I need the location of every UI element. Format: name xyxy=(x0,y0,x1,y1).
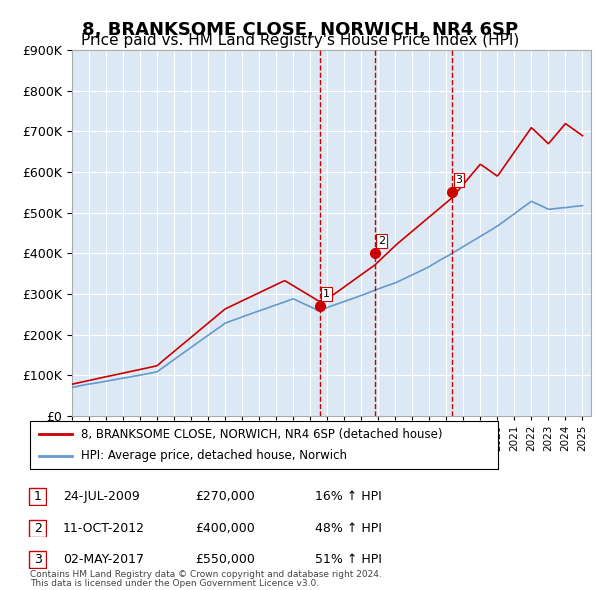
Text: 11-OCT-2012: 11-OCT-2012 xyxy=(63,522,145,535)
Text: Price paid vs. HM Land Registry's House Price Index (HPI): Price paid vs. HM Land Registry's House … xyxy=(81,33,519,48)
Text: 3: 3 xyxy=(34,553,42,566)
FancyBboxPatch shape xyxy=(29,489,46,505)
FancyBboxPatch shape xyxy=(29,551,46,568)
Text: 2: 2 xyxy=(378,236,385,246)
Text: 51% ↑ HPI: 51% ↑ HPI xyxy=(315,553,382,566)
Text: 2: 2 xyxy=(34,522,42,535)
Text: 48% ↑ HPI: 48% ↑ HPI xyxy=(315,522,382,535)
Text: Contains HM Land Registry data © Crown copyright and database right 2024.: Contains HM Land Registry data © Crown c… xyxy=(30,571,382,579)
Text: This data is licensed under the Open Government Licence v3.0.: This data is licensed under the Open Gov… xyxy=(30,579,319,588)
Text: 16% ↑ HPI: 16% ↑ HPI xyxy=(315,490,382,503)
Text: HPI: Average price, detached house, Norwich: HPI: Average price, detached house, Norw… xyxy=(82,449,347,462)
Text: £550,000: £550,000 xyxy=(195,553,255,566)
Text: £270,000: £270,000 xyxy=(195,490,255,503)
Text: 8, BRANKSOME CLOSE, NORWICH, NR4 6SP: 8, BRANKSOME CLOSE, NORWICH, NR4 6SP xyxy=(82,21,518,39)
Text: 1: 1 xyxy=(34,490,42,503)
Text: 1: 1 xyxy=(323,289,330,299)
Text: 8, BRANKSOME CLOSE, NORWICH, NR4 6SP (detached house): 8, BRANKSOME CLOSE, NORWICH, NR4 6SP (de… xyxy=(82,428,443,441)
Text: 02-MAY-2017: 02-MAY-2017 xyxy=(63,553,144,566)
FancyBboxPatch shape xyxy=(29,520,46,536)
FancyBboxPatch shape xyxy=(30,421,498,469)
Text: 3: 3 xyxy=(455,175,463,185)
Text: 24-JUL-2009: 24-JUL-2009 xyxy=(63,490,140,503)
Text: £400,000: £400,000 xyxy=(195,522,255,535)
